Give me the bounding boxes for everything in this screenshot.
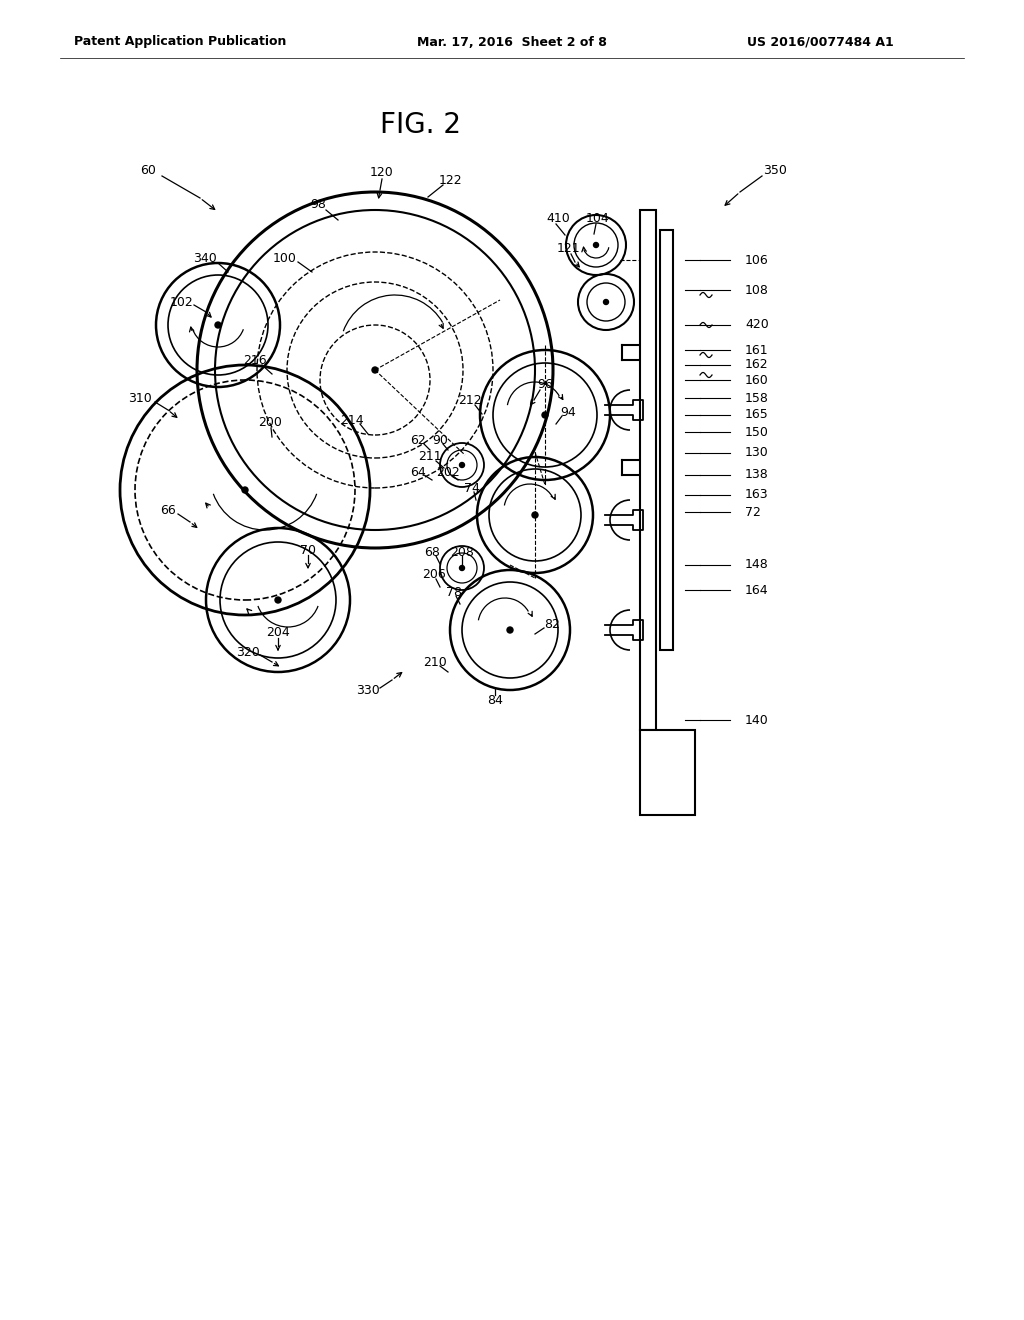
Text: 121: 121 [556,242,580,255]
Text: 208: 208 [451,545,474,558]
Circle shape [532,512,538,517]
Text: 158: 158 [745,392,769,404]
Text: 200: 200 [258,416,282,429]
Circle shape [215,322,221,327]
Bar [660,230,673,649]
Text: 162: 162 [745,359,769,371]
Text: 204: 204 [266,626,290,639]
Text: 106: 106 [745,253,769,267]
Circle shape [594,243,598,248]
Circle shape [603,300,608,305]
Text: 350: 350 [763,164,786,177]
Text: 98: 98 [310,198,326,211]
Text: 211: 211 [418,450,441,463]
Text: US 2016/0077484 A1: US 2016/0077484 A1 [746,36,893,49]
Text: 94: 94 [560,405,575,418]
Text: 90: 90 [432,433,447,446]
Text: 100: 100 [273,252,297,264]
Circle shape [242,487,248,492]
Text: Mar. 17, 2016  Sheet 2 of 8: Mar. 17, 2016 Sheet 2 of 8 [417,36,607,49]
Text: 163: 163 [745,488,769,502]
Text: 84: 84 [487,693,503,706]
Text: 160: 160 [745,374,769,387]
Text: 102: 102 [170,296,194,309]
Text: 122: 122 [438,173,462,186]
Circle shape [275,597,281,603]
Text: 164: 164 [745,583,769,597]
Text: FIG. 2: FIG. 2 [380,111,461,139]
Circle shape [372,367,378,374]
Text: 72: 72 [745,506,761,519]
Text: 206: 206 [422,569,445,582]
Text: 216: 216 [243,354,267,367]
Text: 420: 420 [745,318,769,331]
Text: 212: 212 [458,393,482,407]
Text: 66: 66 [160,503,176,516]
Text: 410: 410 [546,211,570,224]
Bar [640,730,695,814]
Text: 165: 165 [745,408,769,421]
Text: 214: 214 [340,413,364,426]
Text: 340: 340 [194,252,217,264]
Text: 82: 82 [544,619,560,631]
Text: 120: 120 [370,165,394,178]
Text: 161: 161 [745,343,769,356]
Text: 138: 138 [745,469,769,482]
Text: 96: 96 [538,379,553,392]
Text: 330: 330 [356,684,380,697]
Text: 140: 140 [745,714,769,726]
Text: 64: 64 [411,466,426,479]
Text: 150: 150 [745,425,769,438]
Text: 108: 108 [745,284,769,297]
Text: 68: 68 [424,545,440,558]
Circle shape [507,627,513,634]
Circle shape [460,462,465,467]
Text: 320: 320 [237,645,260,659]
Text: 60: 60 [140,164,156,177]
Circle shape [460,565,465,570]
Text: 130: 130 [745,446,769,459]
Text: 62: 62 [411,433,426,446]
Text: 148: 148 [745,558,769,572]
Text: 210: 210 [423,656,446,668]
Text: 78: 78 [446,586,462,598]
Bar [640,210,656,730]
Text: 310: 310 [128,392,152,404]
Text: 104: 104 [586,211,610,224]
Text: 70: 70 [300,544,316,557]
Text: 74: 74 [464,482,480,495]
Text: 202: 202 [436,466,460,479]
Circle shape [542,412,548,418]
Text: Patent Application Publication: Patent Application Publication [74,36,286,49]
